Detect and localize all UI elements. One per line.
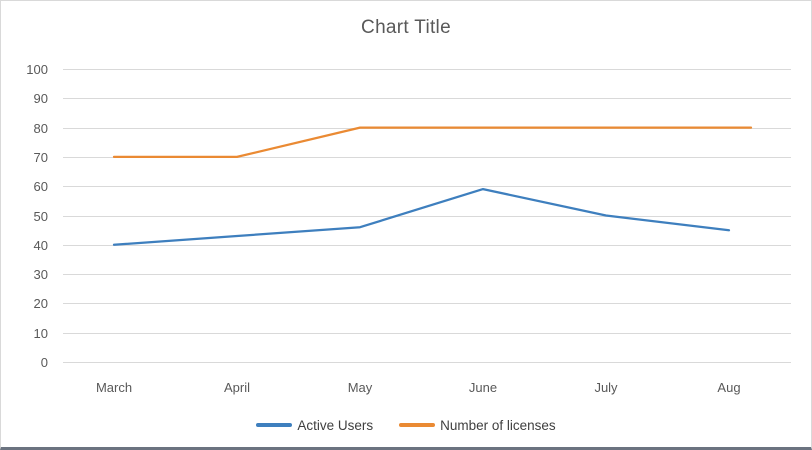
y-axis-tick-label: 60 — [34, 179, 48, 194]
legend-item-active-users: Active Users — [256, 418, 373, 433]
y-axis-tick-label: 70 — [34, 150, 48, 165]
series-line-number-of-licenses — [112, 126, 753, 159]
legend-swatch-number-of-licenses — [399, 423, 436, 427]
y-axis-tick-label: 100 — [26, 62, 48, 77]
y-axis-tick-label: 0 — [41, 355, 48, 370]
series-line-active-users — [112, 187, 731, 246]
x-axis-category-label: March — [96, 380, 132, 395]
chart-legend: Active Users Number of licenses — [1, 412, 811, 438]
y-axis-tick-label: 20 — [34, 296, 48, 311]
x-axis-category-label: May — [348, 380, 373, 395]
y-axis-tick-label: 40 — [34, 238, 48, 253]
x-axis-category-label: July — [594, 380, 618, 395]
x-axis-category-label: Aug — [717, 380, 740, 395]
y-axis-tick-label: 50 — [34, 209, 48, 224]
legend-label-number-of-licenses: Number of licenses — [440, 417, 556, 433]
chart-title: Chart Title — [361, 17, 451, 38]
y-axis-tick-label: 30 — [34, 267, 48, 282]
y-axis-tick-label: 90 — [34, 91, 48, 106]
y-axis-tick-label: 10 — [34, 326, 48, 341]
x-axis-category-label: April — [224, 380, 250, 395]
y-axis-tick-label: 80 — [34, 121, 48, 136]
x-axis-category-label: June — [469, 380, 497, 395]
legend-item-number-of-licenses: Number of licenses — [399, 418, 556, 433]
legend-label-active-users: Active Users — [297, 417, 374, 433]
legend-swatch-active-users — [256, 423, 293, 427]
